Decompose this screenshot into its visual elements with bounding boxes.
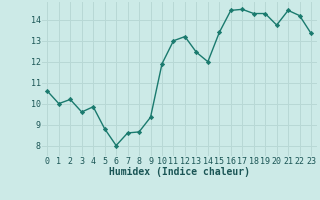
X-axis label: Humidex (Indice chaleur): Humidex (Indice chaleur): [109, 167, 250, 177]
